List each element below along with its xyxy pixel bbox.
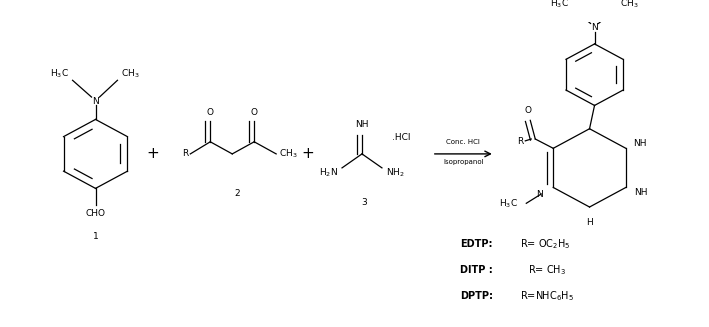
Text: R= CH$_3$: R= CH$_3$	[528, 264, 566, 277]
Text: CH$_3$: CH$_3$	[620, 0, 639, 10]
Text: N: N	[591, 23, 598, 32]
Text: H$_2$N: H$_2$N	[319, 166, 338, 179]
Text: +: +	[302, 146, 315, 162]
Text: 3: 3	[361, 198, 367, 207]
Text: O: O	[207, 108, 214, 117]
Text: 1: 1	[93, 232, 99, 241]
Text: R: R	[517, 137, 523, 146]
Text: .HCl: .HCl	[392, 133, 411, 142]
Text: H$_3$C: H$_3$C	[50, 67, 69, 80]
Text: DITP :: DITP :	[460, 266, 496, 275]
Text: EDTP:: EDTP:	[460, 239, 492, 249]
Text: CHO: CHO	[86, 209, 106, 218]
Text: CH$_3$: CH$_3$	[121, 67, 140, 80]
Text: NH: NH	[633, 139, 647, 148]
Text: H$_3$C: H$_3$C	[549, 0, 569, 10]
Text: R= OC$_2$H$_5$: R= OC$_2$H$_5$	[517, 237, 571, 251]
Text: 2: 2	[235, 189, 240, 198]
Text: CH$_3$: CH$_3$	[279, 148, 298, 160]
Text: +: +	[146, 146, 159, 162]
Text: R=NHC$_6$H$_5$: R=NHC$_6$H$_5$	[517, 290, 574, 303]
Text: Conc. HCl: Conc. HCl	[447, 139, 480, 145]
Text: Isopropanol: Isopropanol	[443, 159, 484, 164]
Text: H: H	[586, 218, 593, 227]
Text: R: R	[182, 149, 189, 158]
Text: DPTP:: DPTP:	[460, 291, 493, 301]
Text: NH$_2$: NH$_2$	[386, 166, 405, 179]
Text: NH: NH	[634, 188, 647, 197]
Text: O: O	[251, 108, 257, 117]
Text: O: O	[525, 106, 532, 115]
Text: N: N	[92, 97, 99, 106]
Text: NH: NH	[355, 120, 369, 129]
Text: H$_3$C: H$_3$C	[499, 198, 518, 211]
Text: N: N	[537, 190, 543, 199]
